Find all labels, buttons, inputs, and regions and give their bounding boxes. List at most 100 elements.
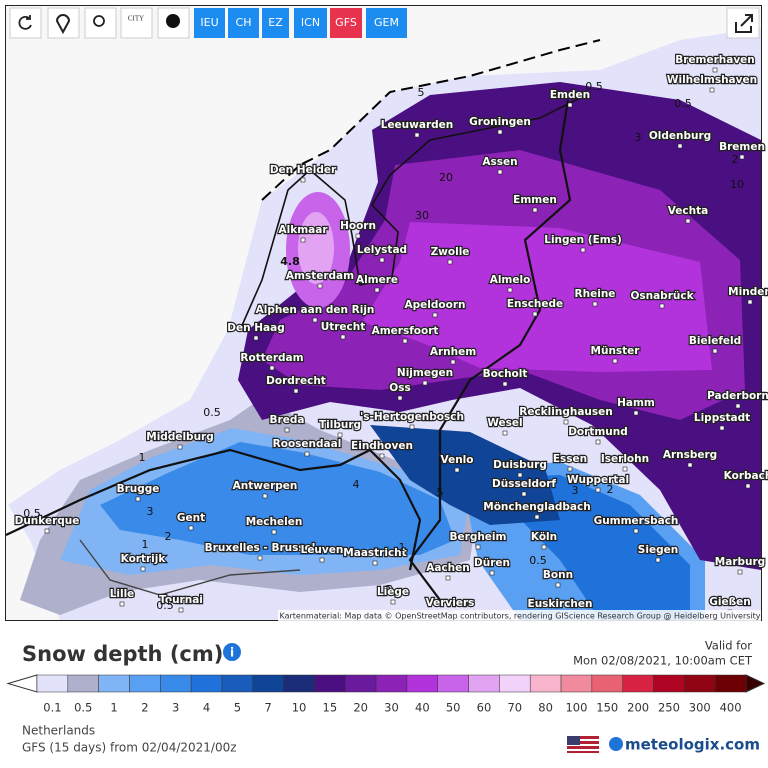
city-label: Kortrijk (121, 553, 167, 565)
city-dot (521, 491, 527, 497)
city-label: Dunkerque (15, 515, 80, 527)
city-label: Roosendaal (273, 438, 342, 450)
model-label: CH (236, 16, 252, 29)
city-label: Zwolle (431, 246, 470, 258)
city-dot (44, 528, 50, 534)
city-label: Recklinghausen (519, 406, 613, 418)
city-dot (739, 154, 745, 160)
us-flag[interactable] (567, 736, 599, 753)
city-dot (337, 432, 343, 438)
city-dot (555, 582, 561, 588)
city-label: Marburg (715, 556, 765, 568)
city-dot (685, 218, 691, 224)
city-label: Lingen (Ems) (544, 234, 622, 246)
city-label: Alphen aan den Rijn (256, 304, 375, 316)
contour-label: 4.8 (280, 255, 300, 268)
model-button[interactable] (366, 8, 407, 38)
colorbar-label: 300 (689, 701, 711, 715)
colorbar-swatch (160, 674, 192, 693)
city-label: Enschede (507, 298, 563, 310)
city-dot (293, 388, 299, 394)
city-label: Middelburg (146, 431, 214, 443)
model-label: GEM (374, 16, 399, 29)
city-label: Oldenburg (649, 130, 711, 142)
map[interactable] (6, 6, 761, 620)
colorbar-swatch (314, 674, 346, 693)
refresh-button[interactable] (9, 7, 42, 39)
colorbar-label: 4 (203, 701, 210, 715)
city-dot (432, 312, 438, 318)
colorbar-swatch (529, 674, 562, 693)
contour-label: 0.5 (585, 80, 603, 93)
colorbar-label: 20 (353, 701, 368, 715)
colorbar-swatch (622, 674, 654, 693)
model-run: GFS (15 days) from 02/04/2021/00z (22, 741, 237, 755)
contour-label: 3 (572, 484, 579, 497)
city-dot (687, 462, 693, 468)
attribution: Kartenmaterial: Map data © OpenStreetMap… (279, 612, 760, 621)
colorbar-label: 200 (627, 701, 649, 715)
colorbar-label: 250 (658, 701, 680, 715)
city-button[interactable] (120, 7, 153, 39)
city-label: Dordrecht (266, 375, 326, 387)
contour-label: 4 (353, 478, 360, 491)
city-dot (497, 129, 503, 135)
colorbar-label: 100 (565, 701, 587, 715)
city-dot (563, 419, 569, 425)
city-dot (317, 283, 323, 289)
colorbar-end (745, 674, 766, 693)
model-label: EZ (268, 16, 283, 29)
city-dot (489, 570, 495, 576)
colorbar-swatch (252, 674, 284, 693)
city-label: Essen (553, 453, 587, 465)
contour-label: 3 (147, 505, 154, 518)
city-dot (517, 472, 523, 478)
city-label: Den Helder (270, 164, 337, 176)
city-dot (447, 259, 453, 265)
zoom-button[interactable] (84, 7, 117, 39)
valid-label: Valid for (705, 639, 752, 653)
city-label: Bonn (543, 569, 573, 581)
city-label: Arnsberg (663, 449, 717, 461)
city-dot (312, 317, 318, 323)
city-label: Duisburg (493, 459, 547, 471)
city-dot (178, 607, 184, 613)
colorbar-swatch (98, 674, 130, 693)
city-dot (379, 453, 385, 459)
model-button[interactable] (294, 8, 327, 38)
model-button[interactable] (228, 8, 259, 38)
location-button[interactable] (47, 7, 80, 39)
city-dot (445, 575, 451, 581)
city-dot (532, 207, 538, 213)
city-dot (712, 67, 718, 73)
model-button[interactable] (194, 8, 225, 38)
contour-label: 2 (607, 483, 614, 496)
model-button[interactable] (330, 8, 362, 38)
location-icon (55, 14, 71, 35)
city-dot (188, 525, 194, 531)
city-label: Korbach (724, 470, 768, 482)
city-dot (177, 444, 183, 450)
zoom-icon (93, 15, 105, 27)
city-dot (284, 427, 290, 433)
city-label: Euskirchen (528, 598, 593, 610)
city-label: Nijmegen (397, 367, 453, 379)
city-label: Alkmaar (279, 224, 329, 236)
city-label: Hamm (617, 397, 655, 409)
colorbar-label: 10 (292, 701, 307, 715)
model-button[interactable] (262, 8, 289, 38)
contour-label: 0.5 (23, 507, 41, 520)
city-dot (300, 177, 306, 183)
city-dot (709, 87, 715, 93)
contour-label: 2 (165, 530, 172, 543)
city-dot (541, 544, 547, 550)
colorbar-label: 0.1 (43, 701, 61, 715)
model-label: GFS (335, 16, 357, 29)
city-label: Bocholt (483, 368, 528, 380)
colorbar-swatch (283, 674, 315, 693)
info-icon[interactable] (223, 643, 241, 661)
city-dot (390, 599, 396, 605)
city-dot (379, 257, 385, 263)
